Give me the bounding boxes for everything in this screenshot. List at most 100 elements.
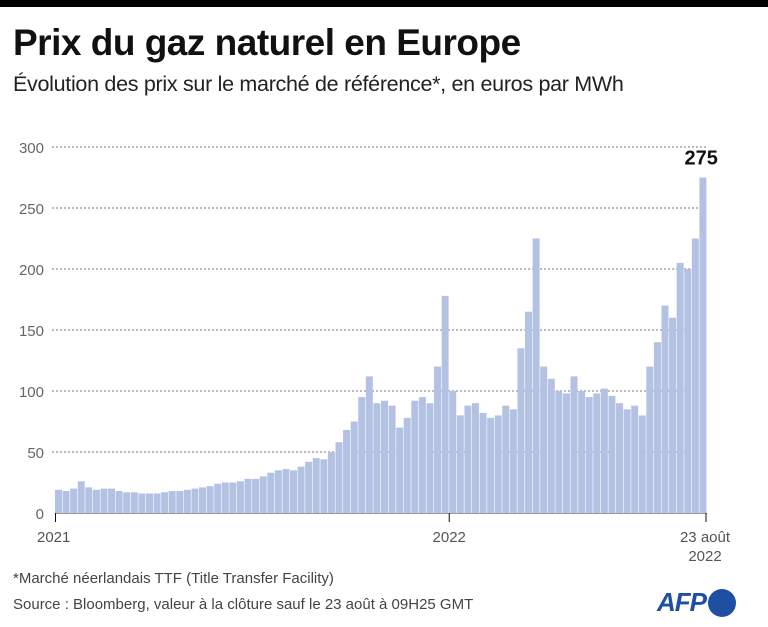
bars — [55, 177, 707, 513]
bar — [487, 417, 495, 513]
bar — [631, 405, 639, 513]
bar — [449, 391, 457, 513]
bar — [221, 482, 229, 513]
y-tick-label-50: 50 — [27, 445, 44, 462]
afp-logo-text: AFP — [657, 587, 707, 617]
bar — [358, 397, 366, 513]
y-tick-label-200: 200 — [19, 262, 44, 279]
bar — [691, 238, 699, 513]
bar — [236, 481, 244, 513]
bar — [168, 491, 176, 513]
bar — [699, 177, 707, 513]
x-tick-label-2-line2: 2022 — [688, 548, 721, 565]
bar — [562, 393, 570, 513]
bar — [509, 409, 517, 513]
afp-logo-dot-icon — [708, 588, 736, 617]
bar — [92, 489, 100, 513]
bar — [600, 388, 608, 513]
bar — [411, 400, 419, 513]
bar — [153, 493, 161, 513]
bar — [365, 376, 373, 513]
y-axis-ticks: 0 50 100 150 200 250 300 — [19, 140, 44, 523]
top-bar — [0, 0, 768, 7]
bar — [229, 482, 237, 513]
bar — [555, 391, 563, 513]
bar — [199, 487, 207, 513]
bar — [252, 478, 260, 513]
bar — [441, 295, 449, 513]
bar — [532, 238, 540, 513]
x-tick-label-1: 2022 — [433, 529, 466, 546]
bar — [70, 488, 78, 513]
bar — [608, 395, 616, 513]
bar — [653, 342, 661, 513]
bar — [578, 391, 586, 513]
bar — [638, 415, 646, 513]
bar — [343, 430, 351, 513]
chart-subtitle: Évolution des prix sur le marché de réfé… — [13, 72, 624, 96]
bar — [464, 405, 472, 513]
bar — [502, 405, 510, 513]
bar — [418, 397, 426, 513]
bar — [85, 487, 93, 513]
bar — [327, 452, 335, 513]
bar — [471, 403, 479, 513]
bar — [62, 491, 70, 513]
bar — [434, 366, 442, 513]
bar — [479, 412, 487, 513]
bar — [646, 366, 654, 513]
chart-title: Prix du gaz naturel en Europe — [13, 22, 521, 63]
x-axis-ticks: 2021 2022 23 août 2022 — [37, 513, 731, 565]
y-tick-label-250: 250 — [19, 201, 44, 218]
bar — [335, 442, 343, 513]
bar — [77, 481, 85, 513]
bar — [426, 403, 434, 513]
source-note: Source : Bloomberg, valeur à la clôture … — [13, 596, 474, 613]
bar — [130, 492, 138, 513]
x-tick-label-2: 23 août — [680, 529, 731, 546]
bar — [616, 403, 624, 513]
bar — [176, 491, 184, 513]
bar — [373, 403, 381, 513]
bar — [585, 397, 593, 513]
x-tick-label-0: 2021 — [37, 529, 70, 546]
bar — [676, 262, 684, 513]
bar — [282, 469, 290, 513]
bar — [320, 459, 328, 513]
bar — [669, 317, 677, 513]
bar — [214, 483, 222, 513]
bar — [593, 393, 601, 513]
bar — [123, 492, 131, 513]
bar — [494, 415, 502, 513]
bar — [244, 478, 252, 513]
bar — [312, 458, 320, 513]
bar — [525, 311, 533, 513]
bar — [305, 461, 313, 513]
y-tick-label-150: 150 — [19, 323, 44, 340]
bar — [161, 492, 169, 513]
y-tick-label-100: 100 — [19, 384, 44, 401]
bar — [259, 476, 267, 513]
peak-annotation: 275 — [685, 148, 718, 170]
bar — [108, 488, 116, 513]
bar — [388, 405, 396, 513]
bar — [274, 470, 282, 513]
bar — [684, 269, 692, 513]
y-tick-label-0: 0 — [36, 506, 44, 523]
bar — [547, 378, 555, 513]
afp-logo: AFP — [657, 587, 736, 618]
bar — [396, 427, 404, 513]
footnote: *Marché néerlandais TTF (Title Transfer … — [13, 570, 334, 587]
bar — [456, 415, 464, 513]
bar — [183, 489, 191, 513]
bar — [403, 417, 411, 513]
bar — [206, 486, 214, 513]
bar — [570, 376, 578, 513]
bar — [661, 305, 669, 513]
bar — [297, 466, 305, 513]
bar — [100, 488, 108, 513]
bar — [115, 491, 123, 513]
bar — [623, 409, 631, 513]
bar — [191, 488, 199, 513]
